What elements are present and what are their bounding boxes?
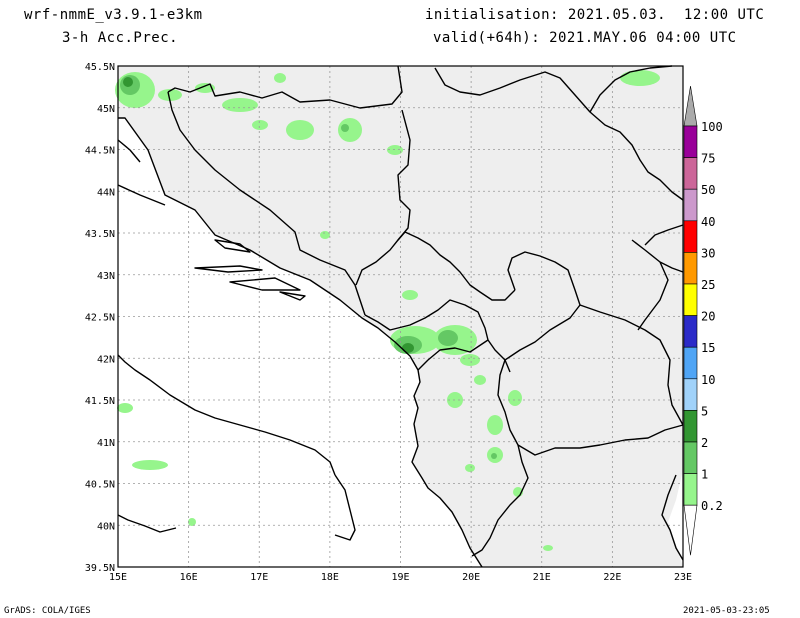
latitude-label: 45.5N: [85, 62, 115, 73]
colorbar-swatch: [683, 188, 698, 222]
latitude-label: 40.5N: [85, 480, 115, 491]
colorbar-label: 5: [701, 404, 708, 418]
longitude-label: 18E: [321, 572, 339, 583]
latitude-label: 44.5N: [85, 146, 115, 157]
longitude-labels: 15E 16E 17E 18E 19E 20E 21E 22E 23E: [109, 572, 692, 583]
colorbar-label: 15: [701, 341, 715, 355]
colorbar-top-triangle: [683, 85, 698, 127]
grads-credit: GrADS: COLA/IGES: [4, 606, 91, 616]
longitude-label: 23E: [674, 572, 692, 583]
colorbar-swatch: [683, 473, 698, 506]
valid-time: valid(+64h): 2021.MAY.06 04:00 UTC: [433, 30, 737, 46]
colorbar-label: 1: [701, 468, 708, 482]
colorbar-label: 0.2: [701, 499, 723, 513]
latitude-label: 43N: [97, 271, 115, 282]
latitude-label: 42.5N: [85, 313, 115, 324]
colorbar-label: 75: [701, 152, 715, 166]
colorbar-swatch: [683, 252, 698, 285]
latitude-label: 44N: [97, 187, 115, 198]
colorbar-swatch: [683, 378, 698, 411]
latitude-label: 41N: [97, 438, 115, 449]
colorbar-label: 30: [701, 246, 715, 260]
longitude-label: 15E: [109, 572, 127, 583]
latitude-label: 40N: [97, 521, 115, 532]
latitude-labels: 39.5N 40N 40.5N 41N 41.5N 42N 42.5N 43N 43.5N 44N…: [85, 62, 115, 574]
colorbar-swatch: [683, 346, 698, 380]
colorbar-label: 50: [701, 183, 715, 197]
latitude-label: 45N: [97, 104, 115, 115]
colorbar-label: 10: [701, 373, 715, 387]
colorbar-label: 25: [701, 278, 715, 292]
colorbar-swatch: [683, 157, 698, 190]
longitude-label: 22E: [603, 572, 621, 583]
longitude-label: 21E: [533, 572, 551, 583]
colorbar-swatch: [683, 410, 698, 443]
colorbar-swatch: [683, 125, 698, 158]
model-name: wrf-nmmE_v3.9.1-e3km: [24, 7, 203, 23]
latitude-label: 43.5N: [85, 229, 115, 240]
colorbar-label: 100: [701, 120, 723, 134]
colorbar-label: 2: [701, 436, 708, 450]
colorbar-label: 20: [701, 310, 715, 324]
longitude-label: 17E: [250, 572, 268, 583]
latitude-label: 39.5N: [85, 563, 115, 574]
colorbar-label: 40: [701, 215, 715, 229]
longitude-label: 16E: [180, 572, 198, 583]
latitude-label: 41.5N: [85, 396, 115, 407]
colorbar-bottom-triangle: [683, 504, 698, 556]
longitude-label: 20E: [462, 572, 480, 583]
colorbar-swatch: [683, 441, 698, 474]
variable-name: 3-h Acc.Prec.: [62, 30, 179, 46]
coastlines-and-borders: [117, 65, 684, 568]
longitude-label: 19E: [391, 572, 409, 583]
colorbar-swatch: [683, 220, 698, 253]
initialisation-time: initialisation: 2021.05.03. 12:00 UTC: [425, 7, 765, 23]
colorbar-swatch: [683, 283, 698, 316]
render-timestamp: 2021-05-03-23:05: [683, 606, 770, 616]
map-frame: [117, 65, 684, 568]
latitude-label: 42N: [97, 354, 115, 365]
precipitation-fields: [115, 70, 660, 551]
map-gridlines: [118, 66, 683, 567]
colorbar-swatch: [683, 315, 698, 348]
